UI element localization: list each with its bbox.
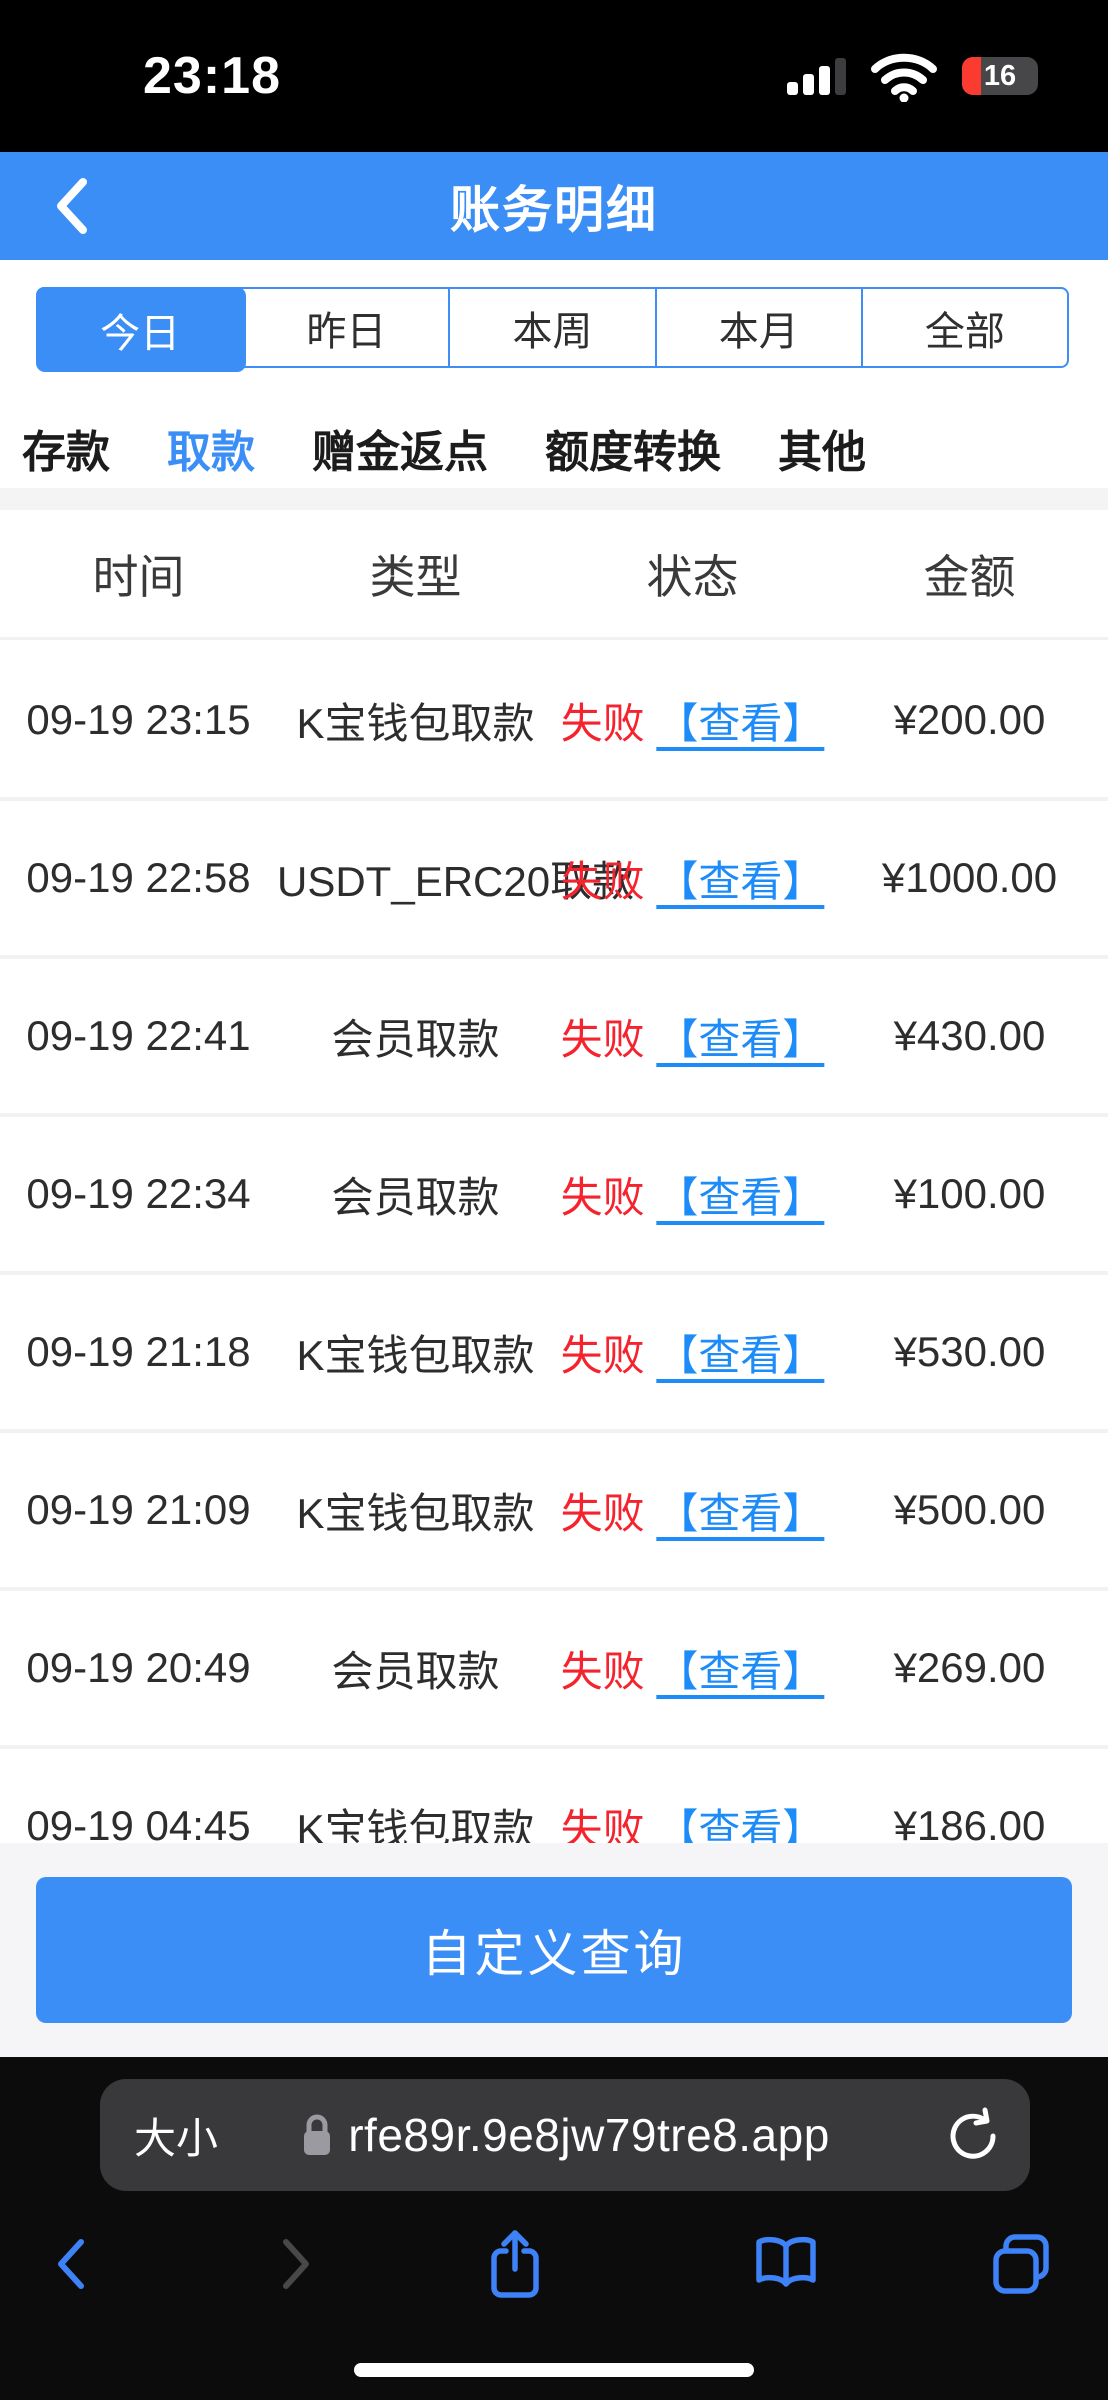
status-fail-label: 失败 (560, 1173, 645, 1221)
cell-type: 会员取款 (331, 1015, 500, 1063)
browser-forward-button[interactable] (251, 2219, 341, 2309)
address-bar[interactable]: 大小 rfe89r.9e8jw79tre8.app (100, 2079, 1030, 2191)
tab-this-week[interactable]: 本周 (450, 289, 657, 366)
page-title: 账务明细 (450, 182, 658, 238)
cell-status: 失败 【查看】 (554, 1480, 831, 1541)
view-link[interactable]: 【查看】 (656, 1489, 825, 1537)
custom-query-button[interactable]: 自定义查询 (36, 1877, 1072, 2023)
status-fail-label: 失败 (560, 699, 645, 747)
bottom-panel: 自定义查询 (0, 1843, 1108, 2057)
battery-percent: 16 (983, 59, 1017, 92)
tabs-icon[interactable] (976, 2219, 1066, 2309)
table-row: 09-19 22:58 USDT_ERC20取款 失败 【查看】 ¥1000.0… (0, 801, 1108, 959)
view-link[interactable]: 【查看】 (656, 1173, 825, 1221)
cell-amount: ¥500.00 (893, 1486, 1046, 1533)
cell-status: 失败 【查看】 (554, 1164, 831, 1225)
cell-time: 09-19 21:09 (26, 1486, 251, 1533)
home-indicator[interactable] (354, 2363, 754, 2377)
cell-amount: ¥269.00 (893, 1644, 1046, 1691)
view-link[interactable]: 【查看】 (656, 1015, 825, 1063)
table-header: 时间 类型 状态 金额 (0, 510, 1108, 640)
status-fail-label: 失败 (560, 1015, 645, 1063)
cell-type: K宝钱包取款 (296, 1489, 535, 1537)
column-header-type: 类型 (369, 550, 462, 603)
cell-time: 09-19 22:34 (26, 1170, 251, 1217)
page-header: 账务明细 (0, 152, 1108, 260)
column-header-status: 状态 (646, 550, 739, 603)
date-range-tabs: 今日 昨日 本周 本月 全部 (36, 287, 1069, 372)
back-button[interactable] (36, 170, 108, 242)
table-body: 09-19 23:15 K宝钱包取款 失败 【查看】 ¥200.00 09-19… (0, 643, 1108, 1907)
tab-this-month[interactable]: 本月 (657, 289, 863, 366)
cell-type: USDT_ERC20取款 (277, 857, 635, 905)
status-fail-label: 失败 (560, 1647, 645, 1695)
cellular-signal-icon (787, 57, 846, 95)
view-link[interactable]: 【查看】 (656, 1647, 825, 1695)
refresh-button[interactable] (944, 2105, 1004, 2165)
lock-icon (300, 2112, 334, 2158)
table-row: 09-19 21:18 K宝钱包取款 失败 【查看】 ¥530.00 (0, 1275, 1108, 1433)
table-row: 09-19 20:49 会员取款 失败 【查看】 ¥269.00 (0, 1591, 1108, 1749)
view-link[interactable]: 【查看】 (656, 1331, 825, 1379)
cell-time: 09-19 23:15 (26, 696, 251, 743)
bookmarks-icon[interactable] (741, 2219, 831, 2309)
column-header-time: 时间 (92, 550, 185, 603)
filter-deposit[interactable]: 存款 (22, 428, 110, 477)
wifi-icon (870, 50, 938, 102)
cell-status: 失败 【查看】 (554, 1638, 831, 1699)
cell-amount: ¥186.00 (893, 1802, 1046, 1849)
browser-back-button[interactable] (26, 2219, 116, 2309)
column-header-amount: 金额 (923, 550, 1016, 603)
filter-bonus-rebate[interactable]: 赠金返点 (312, 428, 488, 477)
status-fail-label: 失败 (560, 1331, 645, 1379)
filter-other[interactable]: 其他 (778, 428, 866, 477)
view-link[interactable]: 【查看】 (656, 857, 825, 905)
cell-status: 失败 【查看】 (554, 1322, 831, 1383)
status-fail-label: 失败 (560, 857, 645, 905)
view-link[interactable]: 【查看】 (656, 699, 825, 747)
cell-type: K宝钱包取款 (296, 699, 535, 747)
cell-status: 失败 【查看】 (554, 1006, 831, 1067)
cell-amount: ¥1000.00 (881, 854, 1058, 901)
table-row: 09-19 22:34 会员取款 失败 【查看】 ¥100.00 (0, 1117, 1108, 1275)
cell-status: 失败 【查看】 (554, 848, 831, 909)
cell-time: 09-19 04:45 (26, 1802, 251, 1849)
cell-amount: ¥430.00 (893, 1012, 1046, 1059)
cell-type: 会员取款 (331, 1173, 500, 1221)
font-size-button[interactable]: 大小 (134, 2114, 219, 2162)
table-row: 09-19 22:41 会员取款 失败 【查看】 ¥430.00 (0, 959, 1108, 1117)
battery-icon: 16 (962, 57, 1038, 95)
table-row: 09-19 23:15 K宝钱包取款 失败 【查看】 ¥200.00 (0, 643, 1108, 801)
chevron-left-icon (55, 176, 89, 236)
cell-type: K宝钱包取款 (296, 1331, 535, 1379)
cell-type: 会员取款 (331, 1647, 500, 1695)
cell-time: 09-19 22:58 (26, 854, 251, 901)
url-text: rfe89r.9e8jw79tre8.app (348, 2109, 830, 2161)
cell-time: 09-19 21:18 (26, 1328, 251, 1375)
tab-today[interactable]: 今日 (36, 287, 247, 372)
status-fail-label: 失败 (560, 1489, 645, 1537)
status-time: 23:18 (143, 47, 281, 105)
category-filter-row: 存款 取款 赠金返点 额度转换 其他 (22, 415, 866, 481)
section-divider (0, 488, 1108, 510)
status-bar: 23:18 16 (0, 0, 1108, 152)
cell-amount: ¥530.00 (893, 1328, 1046, 1375)
status-icons: 16 (787, 0, 1038, 152)
table-row: 09-19 21:09 K宝钱包取款 失败 【查看】 ¥500.00 (0, 1433, 1108, 1591)
filter-withdrawal[interactable]: 取款 (167, 428, 255, 477)
cell-amount: ¥100.00 (893, 1170, 1046, 1217)
cell-amount: ¥200.00 (893, 696, 1046, 743)
cell-time: 09-19 20:49 (26, 1644, 251, 1691)
cell-time: 09-19 22:41 (26, 1012, 251, 1059)
tab-all[interactable]: 全部 (924, 309, 1005, 354)
filter-quota-transfer[interactable]: 额度转换 (545, 428, 721, 477)
tab-yesterday[interactable]: 昨日 (244, 289, 451, 366)
cell-status: 失败 【查看】 (554, 690, 831, 751)
share-icon[interactable] (470, 2219, 560, 2309)
browser-toolbar: 大小 rfe89r.9e8jw79tre8.app (0, 2057, 1108, 2400)
